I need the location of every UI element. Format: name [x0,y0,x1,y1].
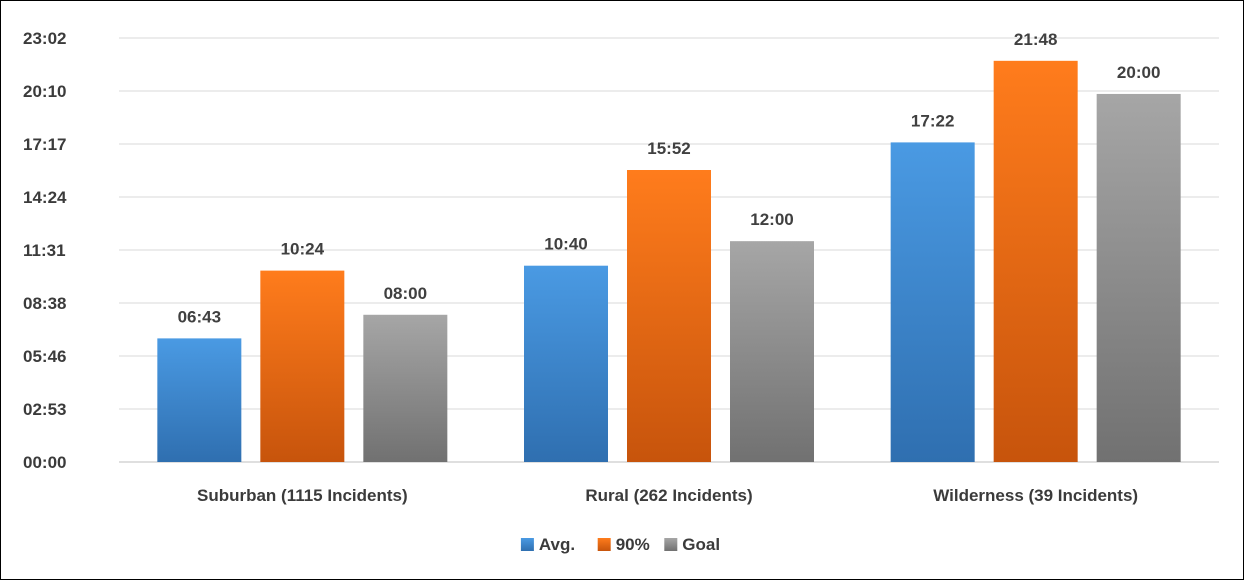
y-tick-label: 08:38 [23,294,66,313]
y-tick-label: 00:00 [23,453,66,472]
category-label: Suburban (1115 Incidents) [197,486,408,505]
bar-goal-0 [363,314,448,462]
legend-swatch [597,538,611,551]
legend-label: Avg. [539,535,575,554]
y-axis-ticks: 00:00 02:53 05:46 08:38 11:31 14:24 17:17 20:10… [23,29,67,472]
data-label: 08:00 [384,284,427,303]
y-tick-label: 17:17 [23,135,66,154]
category-label: Rural (262 Incidents) [585,486,752,505]
bar-goal-2 [1096,93,1181,462]
data-label: 17:22 [911,111,954,130]
bar-avg-0 [157,338,242,462]
legend: Avg. 90% Goal [520,535,720,554]
y-tick-label: 11:31 [23,241,66,260]
data-label: 21:48 [1014,30,1057,49]
category-label: Wilderness (39 Incidents) [933,486,1138,505]
y-tick-label: 02:53 [23,400,66,419]
data-label: 10:40 [544,235,587,254]
bar-avg-2 [890,142,975,462]
legend-label: Goal [682,535,720,554]
legend-swatch [520,538,534,551]
y-tick-label: 05:46 [23,347,66,366]
data-label: 15:52 [647,139,690,158]
y-tick-label: 20:10 [23,82,66,101]
legend-swatch [664,538,678,551]
x-axis-categories: Suburban (1115 Incidents) Rural (262 Inci… [197,486,1138,505]
bars [157,60,1181,463]
bar-goal-1 [730,241,814,462]
bar-avg-1 [524,265,608,462]
data-label: 06:43 [178,307,221,326]
bar-90-1 [627,170,711,463]
data-label: 10:24 [281,240,325,259]
bar-90-2 [993,60,1078,462]
legend-label: 90% [616,535,650,554]
y-tick-label: 23:02 [23,29,66,48]
bar-90-0 [260,270,345,462]
data-labels: 06:43 10:24 08:00 10:40 15:52 12:00 17:22 21:48… [178,30,1161,327]
y-tick-label: 14:24 [23,188,67,207]
data-label: 12:00 [750,210,793,229]
data-label: 20:00 [1117,63,1160,82]
